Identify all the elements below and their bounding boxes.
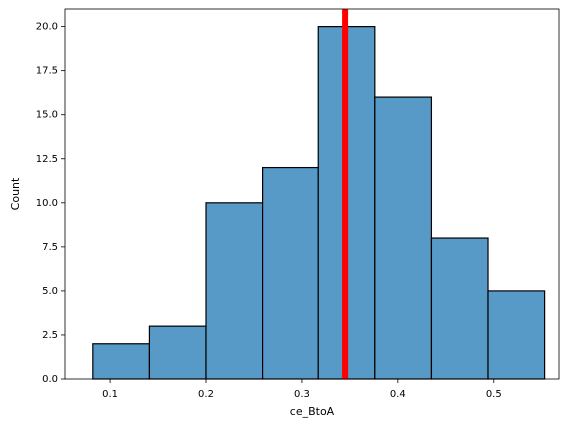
x-tick-label: 0.2: [198, 389, 214, 400]
bar: [92, 343, 151, 380]
x-tick-label: 0.4: [390, 389, 406, 400]
x-axis-label: ce_BtoA: [290, 405, 335, 418]
x-tick-label: 0.5: [486, 389, 502, 400]
plot-frame: [64, 8, 560, 380]
y-tick-label: 7.5: [42, 242, 58, 253]
x-tick-label: 0.1: [102, 389, 118, 400]
bar: [148, 325, 207, 380]
y-tick-label: 12.5: [36, 154, 58, 165]
bar: [262, 166, 319, 380]
y-tick-label: 17.5: [36, 66, 58, 77]
bar: [487, 290, 546, 380]
bar: [374, 96, 433, 380]
y-tick-label: 20.0: [36, 22, 58, 33]
bar: [205, 202, 264, 380]
bar: [430, 237, 489, 380]
y-axis-label: Count: [9, 177, 22, 210]
y-tick-label: 0.0: [42, 374, 58, 385]
y-tick-label: 2.5: [42, 330, 58, 341]
y-tick-label: 10.0: [36, 198, 58, 209]
y-tick-label: 5.0: [42, 286, 58, 297]
x-tick-label: 0.3: [294, 389, 310, 400]
y-tick-label: 15.0: [36, 110, 58, 121]
